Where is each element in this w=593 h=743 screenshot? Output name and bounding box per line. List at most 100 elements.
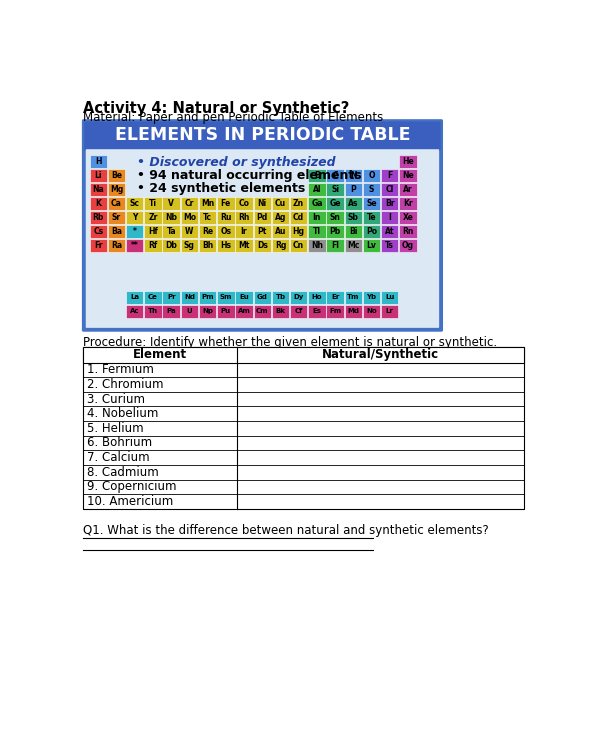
Text: Hf: Hf xyxy=(148,227,158,236)
Bar xyxy=(272,197,289,210)
Text: Zn: Zn xyxy=(293,199,304,208)
Bar xyxy=(217,211,235,224)
Text: As: As xyxy=(348,199,359,208)
Text: Dy: Dy xyxy=(294,294,304,300)
Text: Cu: Cu xyxy=(275,199,286,208)
Bar xyxy=(126,305,144,318)
Text: Os: Os xyxy=(221,227,231,236)
Bar xyxy=(90,211,107,224)
Bar xyxy=(308,183,326,196)
Text: Mn: Mn xyxy=(201,199,214,208)
Text: Lu: Lu xyxy=(385,294,394,300)
Bar xyxy=(108,169,125,182)
Bar xyxy=(381,211,398,224)
Text: Na: Na xyxy=(93,185,104,194)
Text: Mc: Mc xyxy=(347,241,359,250)
Bar xyxy=(108,211,125,224)
Text: Kr: Kr xyxy=(403,199,413,208)
Text: Fl: Fl xyxy=(331,241,339,250)
Text: *: * xyxy=(133,227,137,236)
Text: Nd: Nd xyxy=(184,294,195,300)
Bar xyxy=(345,197,362,210)
Text: 6. Bohrium: 6. Bohrium xyxy=(87,436,152,450)
Text: Be: Be xyxy=(111,172,122,181)
Text: Ho: Ho xyxy=(312,294,322,300)
Bar xyxy=(308,291,326,304)
Text: Li: Li xyxy=(95,172,102,181)
Bar xyxy=(345,305,362,318)
Text: Th: Th xyxy=(148,308,158,314)
Text: H: H xyxy=(95,158,101,166)
Bar xyxy=(254,224,271,238)
Text: Hg: Hg xyxy=(293,227,305,236)
Bar xyxy=(345,291,362,304)
Bar xyxy=(308,305,326,318)
Bar xyxy=(235,224,253,238)
Text: Re: Re xyxy=(202,227,213,236)
Bar xyxy=(399,155,417,169)
Text: O: O xyxy=(368,172,375,181)
Text: Np: Np xyxy=(202,308,213,314)
Text: Sr: Sr xyxy=(112,212,121,222)
Text: Hs: Hs xyxy=(221,241,231,250)
Text: Eu: Eu xyxy=(239,294,249,300)
Text: Mg: Mg xyxy=(110,185,123,194)
Bar xyxy=(90,155,107,169)
Text: Mt: Mt xyxy=(238,241,250,250)
Bar xyxy=(144,224,162,238)
Bar xyxy=(162,224,180,238)
Text: Zr: Zr xyxy=(148,212,158,222)
Bar xyxy=(399,224,417,238)
Bar xyxy=(181,239,198,252)
Bar xyxy=(235,305,253,318)
Text: Nb: Nb xyxy=(165,212,177,222)
Text: In: In xyxy=(313,212,321,222)
Text: Co: Co xyxy=(238,199,250,208)
FancyBboxPatch shape xyxy=(84,122,441,151)
Text: Sc: Sc xyxy=(130,199,140,208)
Text: Tb: Tb xyxy=(275,294,286,300)
Bar xyxy=(199,197,216,210)
Text: Cf: Cf xyxy=(295,308,303,314)
Text: Md: Md xyxy=(347,308,359,314)
Text: Cr: Cr xyxy=(184,199,194,208)
Bar xyxy=(290,239,307,252)
Text: Ta: Ta xyxy=(167,227,176,236)
Bar xyxy=(272,224,289,238)
Bar xyxy=(217,305,235,318)
Bar xyxy=(272,305,289,318)
Bar xyxy=(217,197,235,210)
Bar xyxy=(345,211,362,224)
Text: Rb: Rb xyxy=(93,212,104,222)
Text: Te: Te xyxy=(366,212,377,222)
Text: I: I xyxy=(388,212,391,222)
Bar xyxy=(381,224,398,238)
Text: Pa: Pa xyxy=(167,308,176,314)
Bar xyxy=(108,183,125,196)
Bar xyxy=(235,211,253,224)
Bar xyxy=(217,291,235,304)
Text: Sg: Sg xyxy=(184,241,195,250)
Bar xyxy=(108,197,125,210)
Bar xyxy=(162,211,180,224)
Bar xyxy=(199,291,216,304)
Text: Sm: Sm xyxy=(219,294,232,300)
Bar xyxy=(381,169,398,182)
Text: N: N xyxy=(350,172,356,181)
Bar xyxy=(90,224,107,238)
Bar xyxy=(235,291,253,304)
Bar xyxy=(144,197,162,210)
Bar xyxy=(381,197,398,210)
Text: Mo: Mo xyxy=(183,212,196,222)
Text: Ts: Ts xyxy=(385,241,394,250)
Text: Db: Db xyxy=(165,241,177,250)
Text: 1. Fermium: 1. Fermium xyxy=(87,363,154,376)
Bar xyxy=(144,211,162,224)
Text: Lv: Lv xyxy=(366,241,377,250)
Text: He: He xyxy=(402,158,414,166)
Bar xyxy=(381,305,398,318)
Text: Cm: Cm xyxy=(256,308,269,314)
Bar xyxy=(90,197,107,210)
Bar xyxy=(126,224,144,238)
Text: Tc: Tc xyxy=(203,212,212,222)
